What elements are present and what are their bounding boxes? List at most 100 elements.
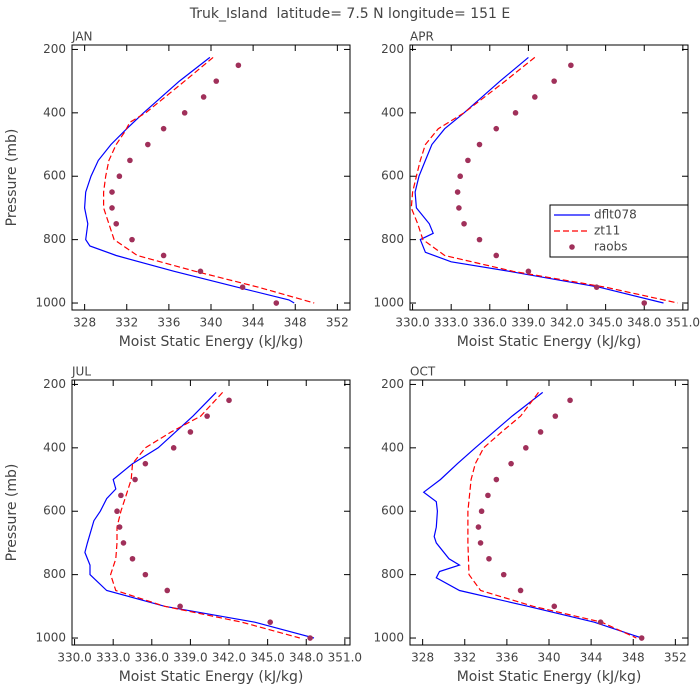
raob-point: [476, 141, 483, 148]
x-tick-label: 328: [73, 316, 96, 330]
x-tick-label: 342.0: [550, 316, 584, 330]
raob-point: [512, 110, 519, 116]
raob-point: [551, 603, 558, 610]
raob-point: [493, 476, 500, 483]
x-tick-label: 348.0: [289, 651, 323, 665]
x-tick-label: 345.0: [588, 316, 622, 330]
figure-title: Truk_Island latitude= 7.5 N longitude= 1…: [189, 6, 510, 22]
raob-point: [200, 94, 207, 100]
y-tick-label: 400: [43, 440, 66, 454]
profile-line: [410, 56, 678, 304]
y-tick-label: 400: [381, 105, 404, 119]
x-tick-label: 333.0: [434, 316, 468, 330]
y-tick-label: 200: [381, 377, 404, 391]
profile-line: [422, 391, 642, 639]
raob-point: [477, 540, 484, 546]
raob-point: [118, 492, 124, 499]
panel-title: OCT: [410, 365, 436, 379]
raob-point: [593, 284, 600, 290]
x-tick-label: 352: [664, 651, 687, 665]
x-tick-label: 340: [200, 316, 223, 330]
x-tick-label: 348: [622, 651, 645, 665]
x-axis-label: Moist Static Energy (kJ/kg): [457, 669, 642, 685]
raob-point: [597, 619, 604, 625]
x-tick-label: 352: [326, 316, 349, 330]
profile-line: [103, 56, 315, 304]
x-tick-label: 330.0: [57, 651, 91, 665]
plot-frame: [71, 44, 351, 311]
panel-title: JUL: [71, 365, 91, 379]
raob-point: [552, 413, 559, 419]
y-tick-label: 800: [43, 567, 66, 581]
raob-point: [273, 300, 280, 306]
plot-frame: [71, 379, 351, 646]
raob-point: [226, 397, 232, 404]
raob-point: [465, 157, 471, 164]
raob-point: [493, 125, 500, 132]
raob-point: [170, 445, 177, 451]
y-tick-label: 400: [43, 105, 66, 119]
x-tick-label: 328: [411, 651, 434, 665]
raob-point: [160, 252, 167, 259]
legend-label: raobs: [594, 240, 628, 254]
x-tick-label: 344: [242, 316, 265, 330]
raob-point: [475, 524, 482, 530]
y-tick-label: 200: [43, 42, 66, 56]
y-tick-label: 800: [381, 232, 404, 246]
x-tick-label: 342.0: [212, 651, 246, 665]
y-tick-label: 1000: [373, 631, 404, 645]
x-tick-label: 336.0: [473, 316, 507, 330]
raob-point: [120, 540, 127, 546]
x-tick-label: 336.0: [135, 651, 169, 665]
y-tick-label: 1000: [35, 631, 66, 645]
plot-frame: [409, 44, 689, 311]
raob-point: [145, 141, 151, 148]
raob-point: [641, 300, 648, 306]
raob-point: [187, 429, 194, 435]
y-tick-label: 200: [43, 377, 66, 391]
x-tick-label: 336: [495, 651, 518, 665]
raob-point: [523, 445, 529, 451]
x-tick-label: 333.0: [96, 651, 130, 665]
raob-point: [109, 205, 115, 211]
raob-point: [568, 62, 574, 69]
x-tick-label: 339.0: [511, 316, 545, 330]
y-axis-label: Pressure (mb): [4, 129, 20, 227]
x-tick-label: 351.0: [666, 316, 700, 330]
raob-point: [485, 492, 491, 499]
raob-point: [454, 189, 461, 195]
profile-line: [84, 391, 315, 639]
profile-line: [83, 56, 295, 304]
raob-point: [508, 460, 514, 467]
raob-point: [525, 268, 532, 275]
raob-point: [307, 635, 313, 641]
legend-label: zt11: [594, 224, 620, 238]
profile-line: [109, 391, 300, 639]
x-tick-label: 351.0: [328, 651, 362, 665]
raob-point: [132, 476, 138, 483]
raob-point: [638, 635, 645, 641]
raob-point: [500, 571, 507, 578]
x-tick-label: 339.0: [173, 651, 207, 665]
profile-line: [467, 392, 637, 639]
raob-point: [478, 508, 485, 515]
raob-point: [567, 397, 573, 404]
raob-point: [537, 429, 544, 435]
raob-point: [142, 571, 149, 578]
legend-marker: [569, 244, 575, 250]
raob-point: [476, 236, 483, 243]
raob-point: [116, 173, 123, 180]
x-tick-label: 344: [580, 651, 603, 665]
y-tick-label: 200: [381, 42, 404, 56]
y-tick-label: 600: [43, 504, 66, 518]
raob-point: [235, 62, 242, 69]
y-tick-label: 1000: [373, 296, 404, 310]
raob-point: [116, 524, 123, 530]
x-axis-label: Moist Static Energy (kJ/kg): [457, 334, 642, 350]
y-tick-label: 600: [381, 169, 404, 183]
raob-point: [213, 78, 220, 84]
x-tick-label: 336: [157, 316, 180, 330]
x-tick-label: 348.0: [627, 316, 661, 330]
